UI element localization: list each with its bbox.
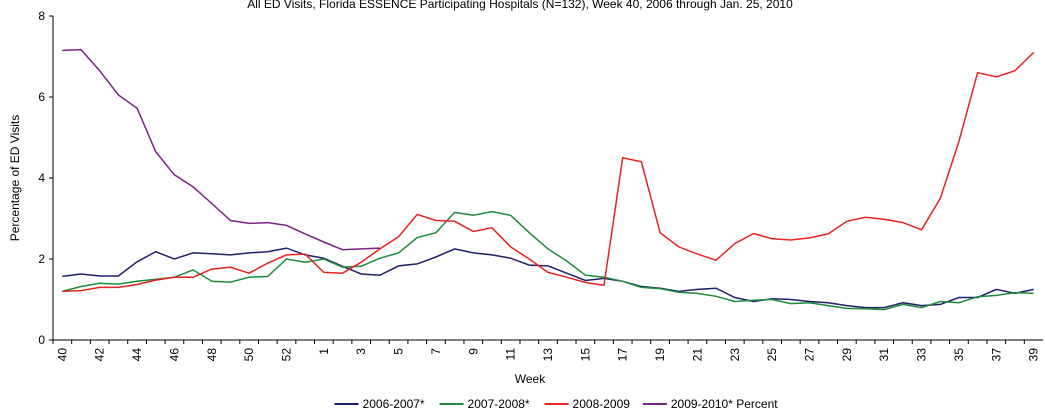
- y-tick-label: 0: [38, 333, 45, 347]
- x-tick-label: 37: [989, 348, 1003, 362]
- x-tick-label: 42: [93, 348, 107, 362]
- y-axis-label: Percentage of ED Visits: [8, 115, 22, 242]
- legend-label: 2006-2007*: [363, 397, 425, 411]
- x-tick-label: 13: [541, 348, 555, 362]
- x-tick-label: 33: [915, 348, 929, 362]
- x-tick-label: 15: [578, 348, 592, 362]
- x-tick-label: 39: [1027, 348, 1041, 362]
- x-tick-label: 31: [877, 348, 891, 362]
- y-tick-label: 4: [38, 171, 45, 185]
- x-tick-label: 35: [952, 348, 966, 362]
- x-tick-label: 25: [765, 348, 779, 362]
- x-tick-label: 40: [55, 348, 69, 362]
- series-line: [62, 51, 1035, 293]
- x-tick-label: 44: [130, 348, 144, 362]
- chart-title: All ED Visits, Florida ESSENCE Participa…: [247, 0, 793, 11]
- legend-label: 2008-2009: [573, 397, 631, 411]
- x-tick-label: 23: [728, 348, 742, 362]
- x-tick-label: 17: [616, 348, 630, 362]
- x-axis-label: Week: [515, 372, 546, 386]
- series-line: [62, 247, 1034, 309]
- x-tick-label: 50: [242, 348, 256, 362]
- x-tick-label: 46: [167, 348, 181, 362]
- series-line: [62, 210, 1034, 311]
- y-tick-label: 6: [38, 90, 45, 104]
- x-tick-label: 48: [205, 348, 219, 362]
- x-tick-label: 29: [840, 348, 854, 362]
- x-tick-label: 7: [429, 348, 443, 355]
- legend-label: 2009-2010* Percent: [671, 397, 778, 411]
- x-tick-label: 52: [279, 348, 293, 362]
- x-tick-label: 1: [317, 348, 331, 355]
- x-tick-label: 11: [504, 348, 518, 361]
- series-line: [62, 48, 380, 251]
- legend-label: 2007-2008*: [468, 397, 530, 411]
- x-tick-label: 21: [690, 348, 704, 362]
- x-tick-label: 5: [392, 348, 406, 355]
- x-tick-label: 3: [354, 348, 368, 355]
- x-tick-label: 9: [466, 348, 480, 355]
- y-tick-label: 8: [38, 9, 45, 23]
- y-tick-label: 2: [38, 252, 45, 266]
- x-tick-label: 19: [653, 348, 667, 362]
- x-tick-label: 27: [803, 348, 817, 362]
